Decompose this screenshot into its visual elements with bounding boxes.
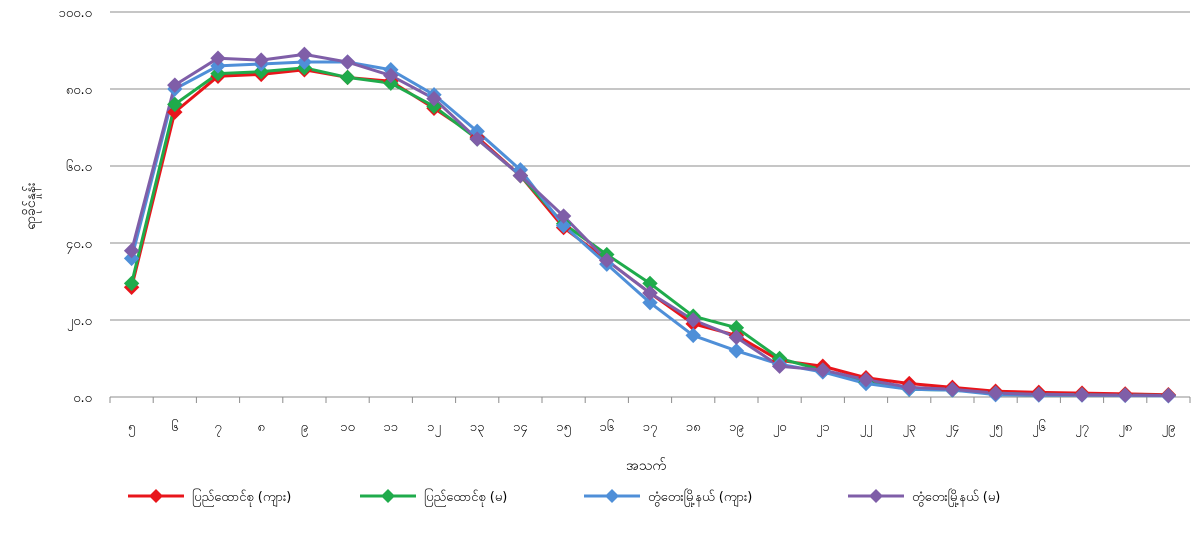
- data-point-marker: [685, 327, 701, 344]
- y-tick-label: ၁၀၀.၀: [59, 6, 92, 21]
- x-tick-label: ၂၄: [946, 420, 960, 437]
- legend-swatch-marker: [381, 489, 395, 503]
- data-point-marker: [901, 379, 917, 396]
- legend: ပြည်ထောင်စု (ကျား) ပြည်ထောင်စု (မ) တွံတေးမ…: [128, 488, 1000, 507]
- x-tick-label: ၂၇: [1075, 420, 1089, 437]
- legend-swatch-marker: [605, 489, 619, 503]
- x-tick-label: ၂၆: [1032, 419, 1046, 437]
- data-point-marker: [944, 381, 961, 398]
- data-point-marker: [123, 275, 140, 292]
- data-point-marker: [426, 90, 442, 107]
- series-line: [130, 66, 1169, 397]
- data-point-marker: [296, 46, 313, 63]
- data-point-marker: [1160, 387, 1177, 404]
- x-tick-label: ၇: [214, 420, 221, 437]
- data-point-marker: [123, 242, 140, 259]
- data-point-marker: [555, 217, 572, 234]
- gridlines: [110, 11, 1190, 398]
- x-tick-label: ၂၂: [860, 420, 873, 437]
- axes: ၀.၀ ၂၀.၀ ၄၀.၀ ၆၀.၀ ၈၀.၀ ၁၀၀.၀၅ ၆ ၇ ၈ ၉ ၁၀ ၁၁ ၁၂ ၁၃ ၁၄ ၁…: [59, 6, 1191, 437]
- y-tick-label: ၄၀.၀: [66, 237, 92, 254]
- x-tick-label: ၂၅: [989, 420, 1003, 437]
- x-tick-label: ၂၈: [1118, 420, 1132, 437]
- x-tick-label: ၁၇: [643, 420, 658, 437]
- data-point-marker: [339, 69, 356, 86]
- x-tick-label: ၂၁: [816, 420, 830, 437]
- data-point-marker: [167, 96, 183, 113]
- data-point-marker: [771, 358, 788, 374]
- data-point-marker: [599, 252, 615, 269]
- legend-label: တွံတေးမြို့နယ် (မ): [912, 488, 1000, 507]
- data-point-marker: [858, 371, 874, 388]
- x-tick-label: ၂၀: [773, 420, 787, 437]
- data-point-marker: [642, 285, 658, 301]
- data-point-marker: [469, 131, 485, 147]
- y-tick-label: ၂၀.၀: [67, 314, 92, 331]
- x-tick-label: ၂၃: [902, 420, 916, 437]
- x-tick-label: ၂၉: [1162, 420, 1176, 437]
- series-lines: [130, 52, 1169, 398]
- series-markers: [123, 46, 1177, 404]
- x-tick-label: ၁၈: [686, 420, 701, 435]
- series-line: [130, 60, 1169, 398]
- legend-label: ပြည်ထောင်စု (ကျား): [192, 488, 291, 507]
- series-line: [130, 68, 1169, 397]
- data-point-marker: [1031, 386, 1047, 403]
- x-axis-title: အသက်: [626, 458, 666, 474]
- data-point-marker: [339, 54, 356, 70]
- series-line: [130, 52, 1169, 397]
- data-point-marker: [1074, 386, 1090, 403]
- x-tick-label: ၅: [128, 420, 135, 437]
- data-point-marker: [728, 329, 745, 346]
- data-point-marker: [685, 312, 701, 328]
- data-point-marker: [383, 67, 399, 84]
- x-tick-label: ၁၆: [599, 419, 614, 435]
- data-point-marker: [987, 385, 1004, 401]
- legend-swatch-marker: [869, 489, 883, 503]
- y-tick-label: ၈၀.၀: [66, 83, 92, 98]
- y-axis-title: ရာခိုင်နှုန်း: [23, 182, 41, 230]
- data-point-marker: [512, 167, 529, 184]
- data-point-marker: [728, 343, 745, 359]
- x-tick-label: ၁၅: [556, 420, 571, 437]
- x-tick-label: ၆: [171, 419, 178, 435]
- legend-swatch-marker: [149, 489, 163, 503]
- x-tick-label: ၁၁: [383, 420, 398, 435]
- y-tick-label: ၆၀.၀: [66, 159, 92, 175]
- data-point-marker: [253, 52, 269, 68]
- data-point-marker: [210, 50, 226, 66]
- legend-label: ပြည်ထောင်စု (မ): [424, 488, 507, 507]
- data-point-marker: [555, 208, 572, 224]
- x-tick-label: ၈: [257, 420, 264, 435]
- data-point-marker: [167, 77, 183, 93]
- legend-label: တွံတေးမြို့နယ် (ကျား): [648, 488, 752, 507]
- data-point-marker: [1117, 387, 1133, 403]
- x-tick-label: ၁၉: [729, 420, 744, 437]
- x-tick-label: ၁၂: [427, 420, 441, 437]
- x-tick-label: ၁၄: [513, 420, 528, 437]
- data-point-marker: [642, 294, 658, 311]
- y-tick-label: ၀.၀: [73, 391, 92, 406]
- x-tick-label: ၁၀: [340, 420, 355, 435]
- data-point-marker: [815, 362, 831, 378]
- x-tick-label: ၉: [301, 420, 308, 437]
- x-tick-label: ၁၃: [470, 420, 485, 437]
